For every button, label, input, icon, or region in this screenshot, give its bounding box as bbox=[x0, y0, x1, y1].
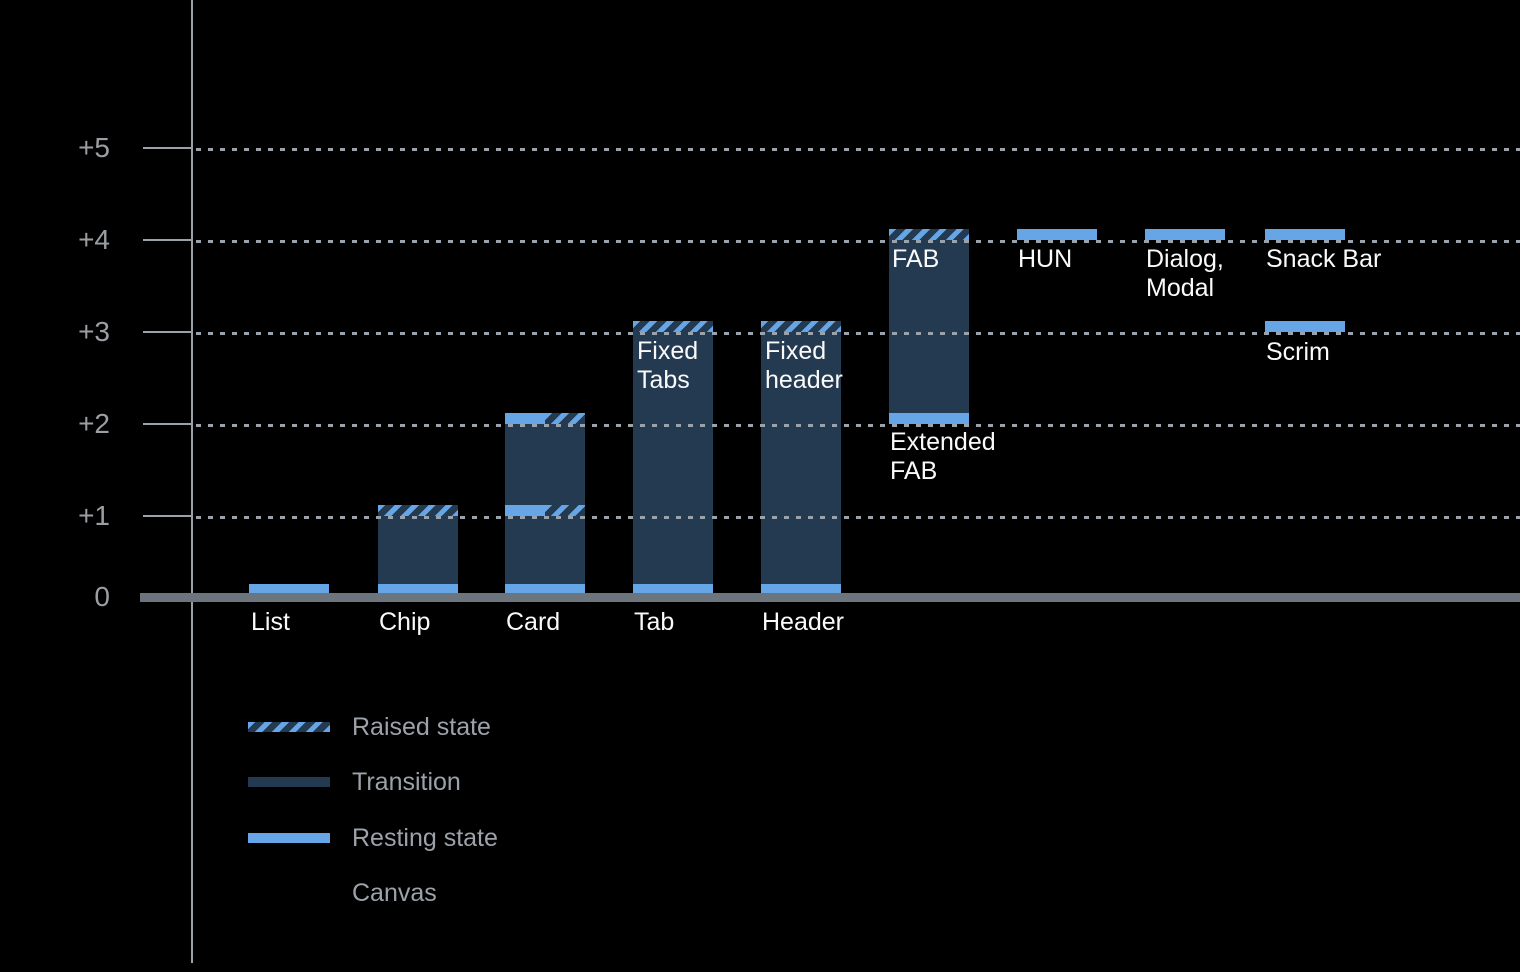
y-axis-label: +5 bbox=[78, 132, 110, 163]
bar-label: Fixed header bbox=[765, 337, 843, 394]
y-axis-label: +3 bbox=[78, 316, 110, 347]
bar-segment-raised bbox=[378, 505, 458, 516]
y-axis-line bbox=[191, 0, 193, 963]
bar-segment-raised bbox=[633, 321, 713, 332]
bar-label: Snack Bar bbox=[1266, 245, 1382, 273]
gridline bbox=[196, 516, 1520, 519]
bar-segment-transition bbox=[505, 424, 585, 584]
bar-segment-resting bbox=[761, 584, 841, 593]
bar-segment-resting bbox=[249, 584, 329, 593]
y-axis-tick bbox=[143, 331, 193, 333]
y-axis-tick bbox=[143, 239, 193, 241]
bar-label: HUN bbox=[1018, 245, 1073, 273]
y-axis-label: +2 bbox=[78, 408, 110, 439]
gridline bbox=[196, 424, 1520, 427]
bar-label: Dialog, Modal bbox=[1146, 245, 1224, 302]
bar-segment-resting bbox=[1265, 321, 1345, 332]
bar-label: Header bbox=[762, 608, 844, 636]
bar-segment-resting bbox=[633, 584, 713, 593]
y-axis-label: +1 bbox=[78, 500, 110, 531]
bar-segment-raised bbox=[545, 413, 585, 424]
bar-label: Card bbox=[506, 608, 561, 636]
legend-swatch-raised bbox=[248, 722, 330, 732]
bar-label: Tab bbox=[634, 608, 675, 636]
gridline bbox=[196, 240, 1520, 243]
canvas-baseline bbox=[140, 593, 1520, 602]
y-axis-label: +4 bbox=[78, 224, 110, 255]
y-axis-label: 0 bbox=[94, 581, 110, 612]
bar-segment-raised bbox=[545, 505, 585, 516]
bar-segment-resting bbox=[505, 413, 545, 424]
y-axis-tick bbox=[143, 515, 193, 517]
bar-label: Fixed Tabs bbox=[637, 337, 699, 394]
y-axis-tick bbox=[143, 423, 193, 425]
bar-segment-resting bbox=[505, 584, 585, 593]
legend-label: Resting state bbox=[352, 824, 498, 852]
legend-label: Canvas bbox=[352, 879, 437, 907]
bar-label: Chip bbox=[379, 608, 431, 636]
bar-segment-resting bbox=[1145, 229, 1225, 240]
legend-swatch-resting bbox=[248, 833, 330, 843]
y-axis-tick bbox=[143, 147, 193, 149]
bar-segment-transition bbox=[633, 332, 713, 584]
legend-swatch-transition bbox=[248, 777, 330, 787]
bar-segment-raised bbox=[889, 229, 969, 240]
bar-segment-raised bbox=[761, 321, 841, 332]
bar-segment-resting bbox=[1265, 229, 1345, 240]
bar-segment-resting bbox=[889, 413, 969, 424]
legend-label: Raised state bbox=[352, 713, 491, 741]
bar-segment-resting bbox=[378, 584, 458, 593]
gridline bbox=[196, 332, 1520, 335]
bar-segment-transition bbox=[761, 332, 841, 584]
bar-label: Extended FAB bbox=[890, 428, 996, 485]
bar-segment-resting bbox=[505, 505, 545, 516]
bar-segment-resting bbox=[1017, 229, 1097, 240]
bar-label: Scrim bbox=[1266, 338, 1330, 366]
bar-label: FAB bbox=[892, 245, 940, 273]
legend-swatch-canvas bbox=[248, 888, 330, 899]
bar-segment-transition bbox=[378, 516, 458, 584]
bar-segment-transition bbox=[889, 240, 969, 413]
legend-label: Transition bbox=[352, 768, 461, 796]
bar-label: List bbox=[251, 608, 290, 636]
gridline bbox=[196, 148, 1520, 151]
